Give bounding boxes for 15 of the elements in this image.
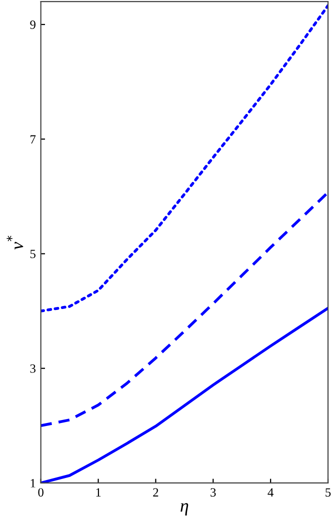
x-tick-label: 1	[96, 488, 101, 496]
y-axis-title: ν$^{*}$	[6, 236, 24, 250]
line-series	[40, 4, 328, 312]
x-tick-label: 5	[326, 488, 331, 497]
line-series	[40, 191, 328, 428]
x-tick-label: 3	[210, 488, 216, 497]
y-tick-label: 1	[30, 479, 36, 488]
y-tick-label: 5	[30, 250, 36, 258]
x-tick-label: 0	[38, 488, 44, 497]
y-tick-label: 3	[30, 364, 36, 373]
x-tick-label: 2	[153, 488, 158, 496]
x-tick-label: 4	[268, 488, 274, 496]
y-tick-label: 7	[30, 135, 36, 144]
y-tick-label: 9	[30, 20, 36, 29]
x-axis-title: η	[180, 503, 188, 516]
